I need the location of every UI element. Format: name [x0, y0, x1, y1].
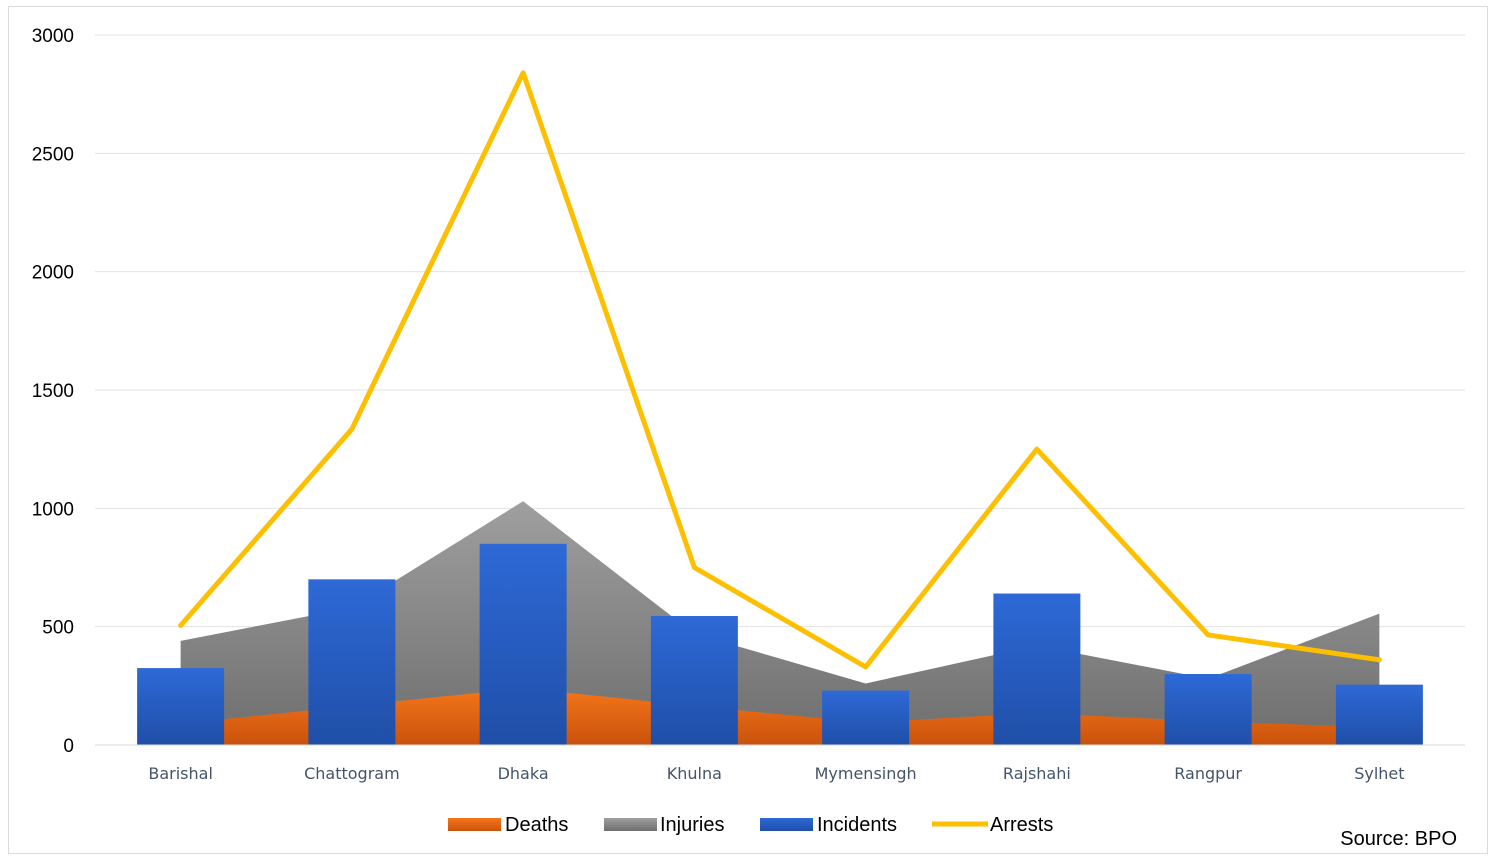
x-tick-label: Rajshahi [1003, 764, 1071, 783]
y-tick-label: 2000 [32, 263, 74, 284]
legend-swatch-injuries [604, 818, 657, 831]
arrests-line-layer [178, 70, 1382, 670]
y-tick-label: 0 [63, 736, 74, 757]
incidents-bar-mymensingh [822, 690, 910, 745]
legend-swatch-incidents [760, 818, 813, 831]
chart-frame [8, 6, 1488, 854]
incidents-bar-rangpur [1164, 674, 1252, 745]
x-tick-label: Sylhet [1354, 764, 1404, 783]
x-tick-label: Rangpur [1174, 764, 1242, 783]
legend: Deaths Injuries Incidents Arrests [448, 814, 1053, 836]
x-tick-label: Barishal [148, 764, 213, 783]
y-tick-label: 1000 [32, 499, 74, 520]
incidents-bar-barishal [137, 668, 225, 745]
gridlines [95, 34, 1465, 628]
incidents-bar-dhaka [479, 543, 567, 745]
legend-label-arrests: Arrests [990, 814, 1053, 836]
x-tick-label: Chattogram [304, 764, 400, 783]
y-tick-label: 2500 [32, 144, 74, 165]
y-tick-label: 500 [42, 618, 74, 639]
y-axis-ticks: 0 500 1000 1500 2000 2500 3000 [32, 26, 74, 757]
x-tick-label: Mymensingh [815, 764, 917, 783]
source-label: Source: BPO [1340, 828, 1457, 850]
legend-label-injuries: Injuries [660, 814, 724, 836]
y-tick-label: 3000 [32, 26, 74, 47]
x-axis-ticks: Barishal Chattogram Dhaka Khulna Mymensingh R… [148, 764, 1404, 783]
legend-label-deaths: Deaths [505, 814, 568, 836]
x-tick-label: Dhaka [498, 764, 549, 783]
incidents-bar-sylhet [1335, 684, 1423, 745]
incidents-bar-rajshahi [993, 593, 1081, 745]
legend-label-incidents: Incidents [817, 814, 897, 836]
incidents-bar-khulna [650, 616, 738, 745]
y-tick-label: 1500 [32, 381, 74, 402]
legend-swatch-deaths [448, 818, 501, 831]
arrests-line [178, 70, 1382, 670]
x-tick-label: Khulna [667, 764, 722, 783]
incidents-bars-layer [137, 543, 1423, 745]
incidents-bar-chattogram [308, 579, 396, 745]
